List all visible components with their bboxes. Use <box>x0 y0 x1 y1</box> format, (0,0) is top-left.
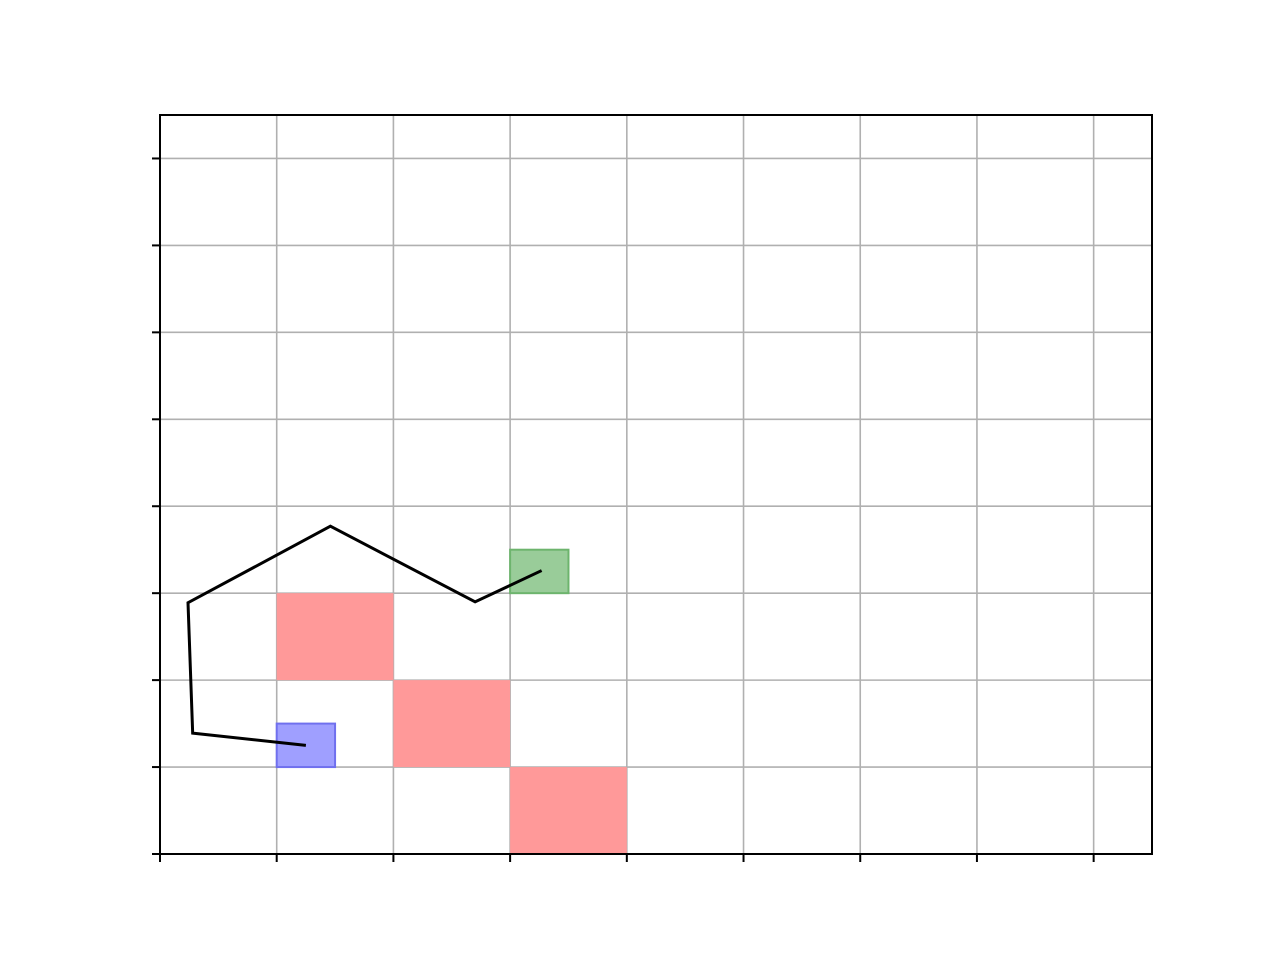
obstacle-cell-3 <box>510 767 627 854</box>
obstacle-cell-2 <box>393 680 511 768</box>
path-line <box>186 524 543 747</box>
path-layer <box>186 524 543 747</box>
plot-frame <box>159 114 1153 855</box>
obstacle-cell-1 <box>276 593 394 681</box>
obstacle-cells <box>276 593 627 854</box>
axis-ticks <box>152 157 1095 862</box>
